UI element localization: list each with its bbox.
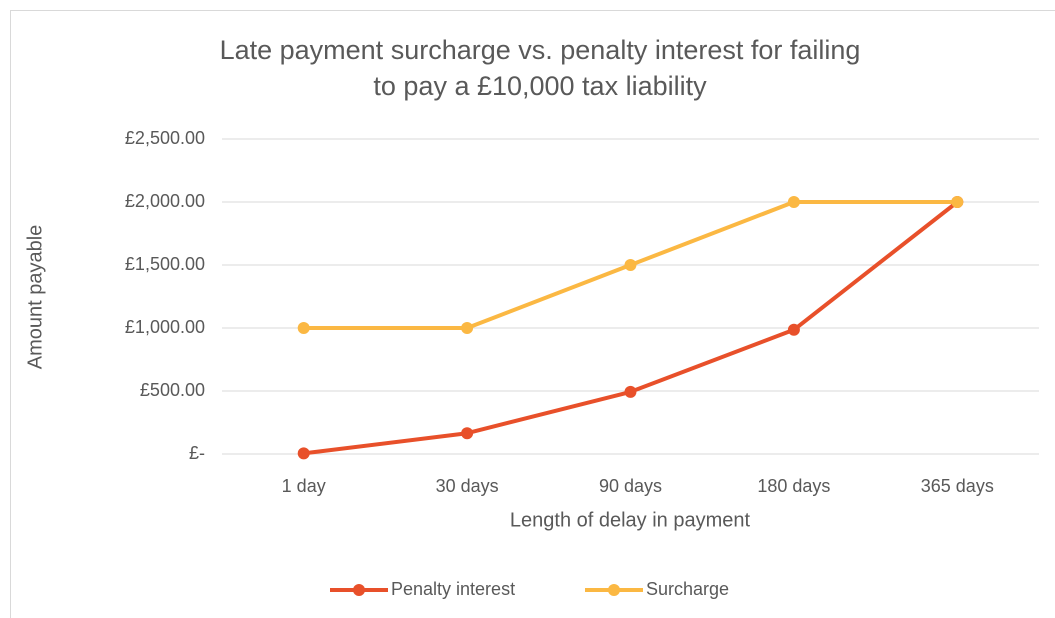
- data-point: [787, 196, 800, 208]
- y-axis-label: Amount payable: [24, 225, 46, 370]
- x-tick-label: 30 days: [436, 476, 499, 496]
- legend-marker: [608, 584, 620, 596]
- data-point: [461, 322, 474, 334]
- x-tick-label: 90 days: [599, 476, 662, 496]
- y-tick-label: £2,500.00: [125, 128, 205, 148]
- x-axis-label: Length of delay in payment: [510, 509, 751, 531]
- y-tick-label: £2,000.00: [125, 191, 205, 211]
- chart-title: Late payment surcharge vs. penalty inter…: [219, 35, 861, 101]
- data-point: [297, 322, 310, 334]
- x-tick-label: 180 days: [757, 476, 830, 496]
- y-tick-label: £500.00: [140, 380, 205, 400]
- legend-marker: [353, 584, 365, 596]
- y-tick-label: £1,000.00: [125, 317, 205, 337]
- data-point: [461, 427, 474, 440]
- y-tick-label: £-: [189, 443, 205, 463]
- data-point: [624, 259, 637, 271]
- data-point: [297, 447, 310, 460]
- legend-label: Surcharge: [646, 579, 729, 599]
- y-tick-label: £1,500.00: [125, 254, 205, 274]
- x-tick-label: 365 days: [921, 476, 994, 496]
- chart-border: [10, 10, 1055, 618]
- data-point: [787, 323, 800, 336]
- legend-label: Penalty interest: [391, 579, 515, 599]
- data-point: [951, 196, 964, 208]
- data-point: [624, 385, 637, 398]
- x-tick-label: 1 day: [282, 476, 326, 496]
